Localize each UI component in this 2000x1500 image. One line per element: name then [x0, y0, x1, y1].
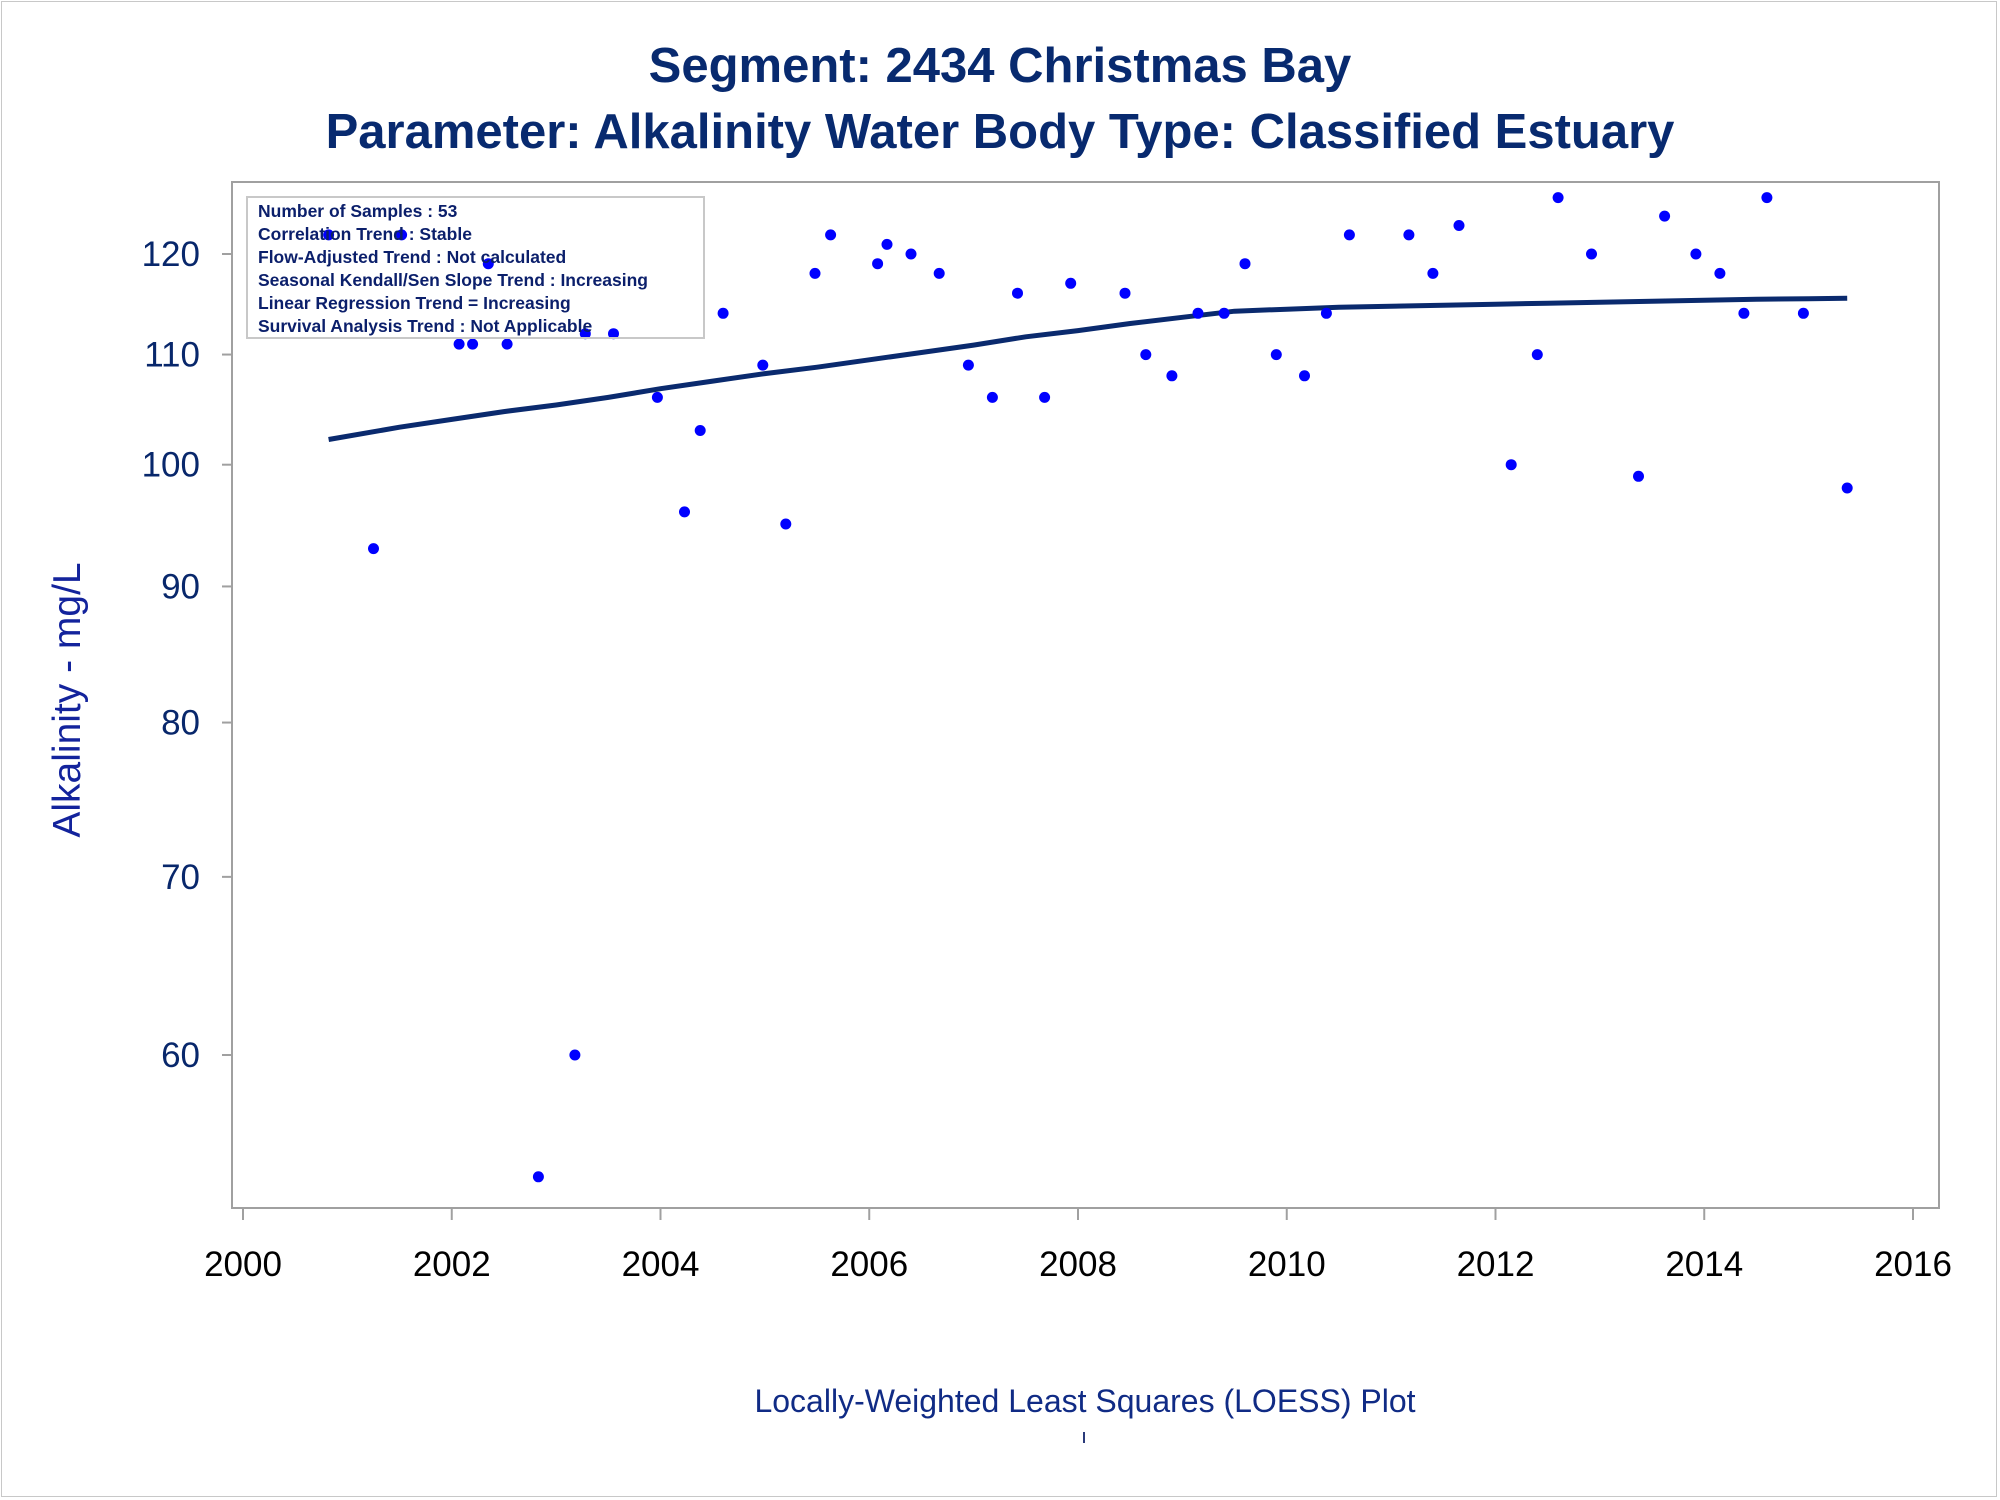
plot-frame	[231, 181, 1940, 1209]
data-point-31	[1192, 307, 1204, 319]
data-point-6	[501, 338, 513, 350]
data-point-21	[905, 248, 917, 260]
data-point-37	[1343, 229, 1355, 241]
data-point-27	[1065, 277, 1077, 289]
data-point-46	[1659, 210, 1671, 222]
data-point-13	[694, 425, 706, 436]
annotation-survival-analysis-trend: Survival Analysis Trend : Not Applicable	[258, 316, 592, 336]
data-point-52	[1841, 482, 1853, 494]
data-point-0	[323, 229, 335, 241]
data-point-7	[532, 1171, 544, 1183]
data-point-3	[453, 338, 465, 350]
data-point-36	[1320, 307, 1332, 319]
annotation-flow-adjusted-trend: Flow-Adjusted Trend : Not calculated	[258, 247, 566, 267]
data-point-14	[717, 307, 729, 319]
annotation-linear-regression-trend: Linear Regression Trend = Increasing	[258, 293, 571, 313]
data-point-11	[651, 391, 663, 403]
data-point-1	[368, 543, 379, 555]
data-point-35	[1299, 370, 1310, 382]
data-point-47	[1690, 248, 1702, 260]
trend-annotation-box: Number of Samples : 53 Correlation Trend…	[246, 196, 705, 339]
data-point-33	[1239, 258, 1251, 270]
data-point-4	[467, 338, 479, 350]
data-point-12	[679, 506, 690, 518]
data-point-18	[825, 229, 837, 241]
data-point-51	[1797, 307, 1809, 319]
data-point-29	[1140, 349, 1152, 361]
y-tick-label-80: 80	[161, 704, 200, 743]
data-point-41	[1505, 459, 1517, 471]
y-tick-label-100: 100	[142, 446, 200, 485]
x-tick-label-2000: 2000	[204, 1245, 282, 1284]
x-tick-label-2010: 2010	[1248, 1245, 1326, 1284]
data-point-10	[608, 328, 619, 340]
y-tick-label-90: 90	[161, 567, 200, 606]
data-point-49	[1738, 307, 1750, 319]
x-axis: 2000 2002 2004 2006 2008 2010 2012 2014 2016	[204, 1208, 1952, 1284]
data-point-5	[482, 258, 494, 270]
y-tick-label-120: 120	[142, 235, 200, 274]
x-tick-label-2008: 2008	[1039, 1245, 1117, 1284]
data-point-40	[1453, 220, 1465, 231]
annotation-frame	[246, 196, 705, 339]
y-tick-label-60: 60	[161, 1036, 200, 1075]
data-point-23	[962, 359, 974, 371]
data-point-34	[1270, 349, 1282, 361]
x-tick-label-2006: 2006	[830, 1245, 908, 1284]
annotation-seasonal-kendall-trend: Seasonal Kendall/Sen Slope Trend : Incre…	[258, 270, 648, 290]
data-point-50	[1761, 192, 1773, 204]
x-tick-label-2012: 2012	[1457, 1245, 1535, 1284]
data-point-8	[569, 1049, 581, 1061]
data-point-44	[1586, 248, 1597, 260]
plot-marks	[323, 192, 1853, 1183]
data-point-2	[396, 229, 408, 241]
data-point-19	[872, 258, 884, 270]
y-tick-label-110: 110	[144, 336, 200, 375]
annotation-correlation-trend: Correlation Trend : Stable	[258, 224, 472, 244]
data-point-17	[809, 267, 821, 279]
data-point-43	[1552, 192, 1564, 204]
x-tick-label-2004: 2004	[622, 1245, 700, 1284]
data-point-39	[1427, 267, 1439, 279]
data-point-28	[1119, 287, 1131, 299]
x-tick-label-2016: 2016	[1874, 1245, 1952, 1284]
data-point-45	[1633, 470, 1644, 482]
annotation-samples: Number of Samples : 53	[258, 201, 458, 221]
footnote-mark	[1083, 1432, 1085, 1443]
chart-subtitle: Parameter: Alkalinity Water Body Type: C…	[325, 105, 1675, 159]
data-point-20	[881, 238, 893, 250]
data-point-38	[1403, 229, 1415, 241]
data-point-24	[986, 391, 998, 403]
data-point-48	[1714, 267, 1726, 279]
data-point-25	[1012, 287, 1023, 299]
y-tick-label-70: 70	[161, 858, 200, 897]
chart-title: Segment: 2434 Christmas Bay	[648, 39, 1352, 93]
x-tick-label-2014: 2014	[1665, 1245, 1743, 1284]
data-point-30	[1166, 370, 1178, 382]
y-axis-label: Alkalinity - mg/L	[46, 562, 89, 837]
y-axis: 60 70 80 90 100 110 120	[142, 235, 232, 1075]
data-point-9	[579, 328, 591, 340]
loess-line	[328, 295, 1848, 442]
data-point-15	[757, 359, 769, 371]
data-point-16	[780, 518, 792, 530]
data-point-22	[933, 267, 945, 279]
footnote: Locally-Weighted Least Squares (LOESS) P…	[754, 1383, 1416, 1419]
x-tick-label-2002: 2002	[413, 1245, 491, 1284]
data-point-32	[1218, 307, 1230, 319]
data-point-42	[1531, 349, 1543, 361]
data-point-26	[1039, 391, 1051, 403]
